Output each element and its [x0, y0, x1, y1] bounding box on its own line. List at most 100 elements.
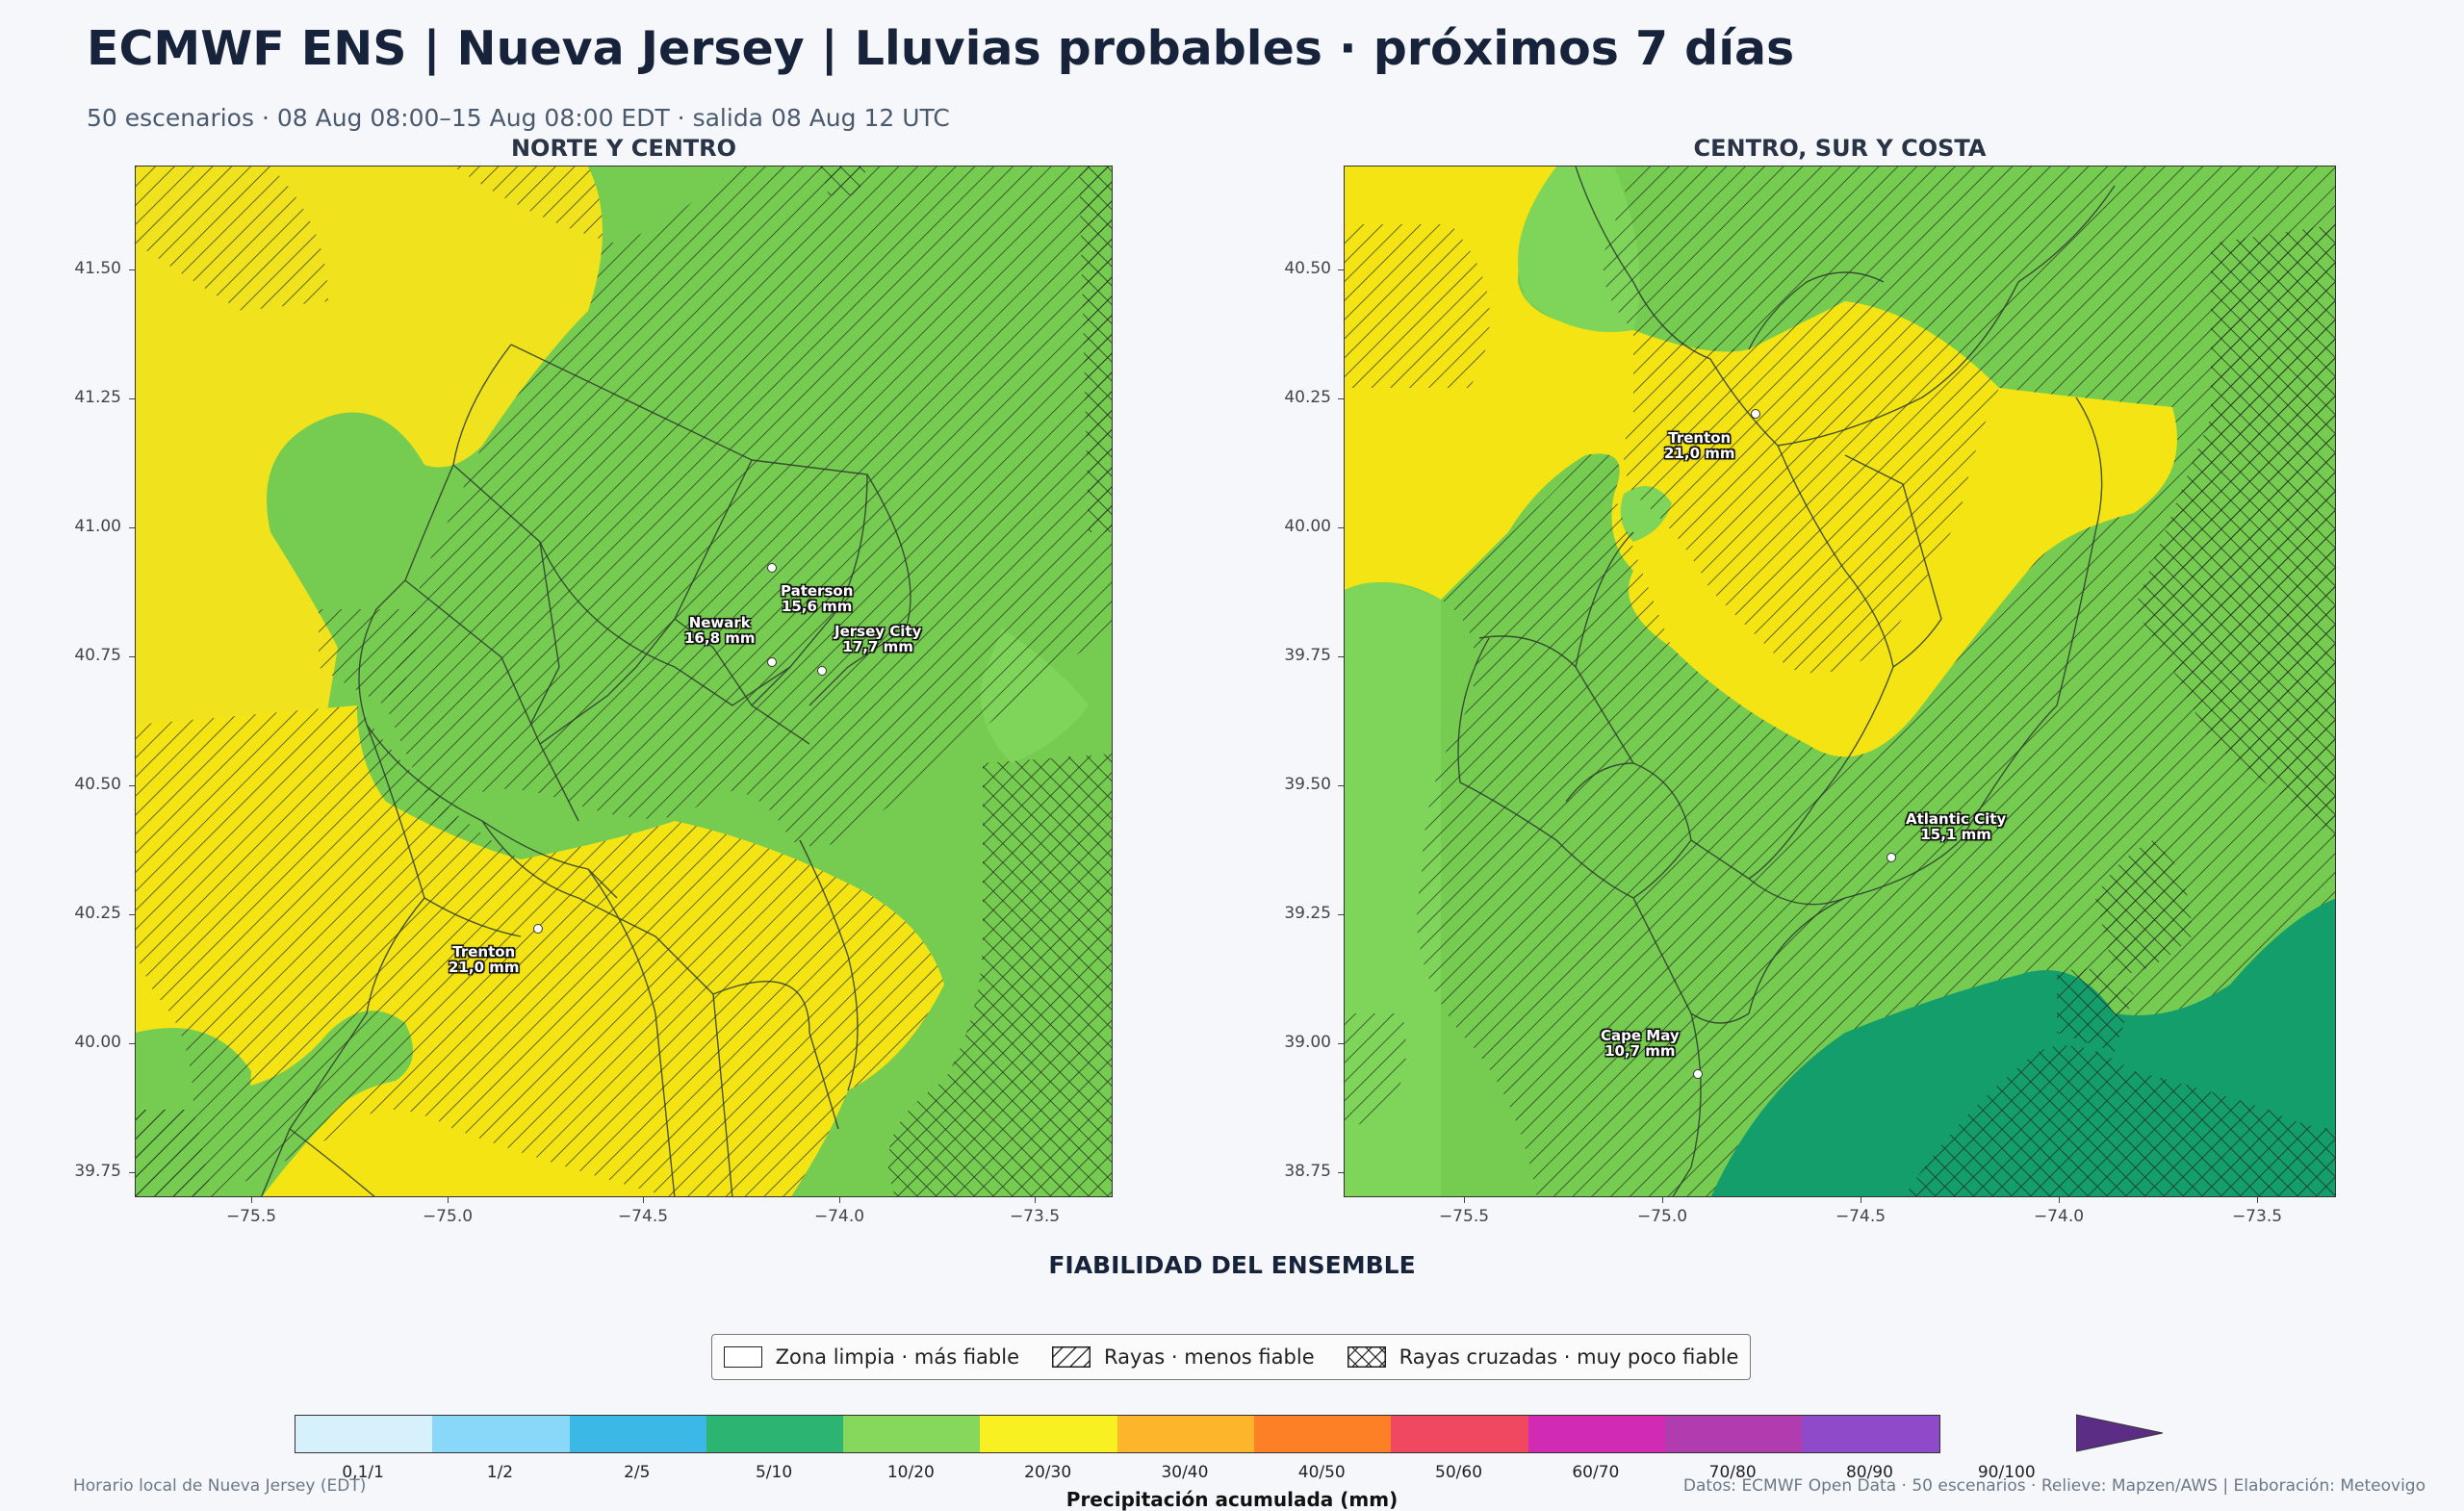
legend-item-cross: Rayas cruzadas · muy poco fiable	[1347, 1345, 1739, 1369]
colorbar-segment	[1802, 1416, 1939, 1452]
xtick: −75.5	[225, 1207, 277, 1226]
reliability-legend: Zona limpia · más fiable Rayas · menos f…	[711, 1334, 1751, 1380]
colorbar-tick-label: 0,1/1	[342, 1463, 384, 1482]
xtick: −75.0	[1636, 1207, 1688, 1226]
panel-title-right: CENTRO, SUR Y COSTA	[1693, 135, 1987, 162]
ytick-mark	[1338, 1043, 1344, 1044]
xtick: −74.5	[617, 1207, 669, 1226]
colorbar-segment	[980, 1416, 1117, 1452]
city-dot-trenton	[1751, 409, 1760, 419]
ytick: 39.75	[1284, 646, 1331, 665]
city-dot-newark	[767, 657, 777, 667]
ytick: 41.25	[74, 388, 121, 407]
footer-right: Datos: ECMWF Open Data · 50 escenarios ·…	[1682, 1476, 2426, 1496]
panel-title-left: NORTE Y CENTRO	[510, 135, 737, 162]
colorbar-tick-label: 20/30	[1024, 1463, 1072, 1482]
colorbar-extend-arrow	[2076, 1414, 2163, 1452]
xtick: −74.0	[813, 1207, 865, 1226]
colorbar-segment	[843, 1416, 981, 1452]
ytick-mark	[129, 914, 135, 915]
xtick-mark	[2257, 1197, 2258, 1203]
ytick: 39.50	[1284, 775, 1331, 794]
ytick: 40.00	[74, 1033, 121, 1052]
page-title: ECMWF ENS | Nueva Jersey | Lluvias proba…	[87, 21, 1795, 76]
map-right[interactable]: Trenton 21,0 mm Atlantic City 15,1 mm Cape…	[1344, 166, 2336, 1197]
city-label-jersey-city: Jersey City 17,7 mm	[834, 623, 922, 655]
colorbar-tick-label: 40/50	[1297, 1463, 1346, 1482]
xtick-mark	[1662, 1197, 1663, 1203]
ytick: 41.00	[74, 517, 121, 536]
colorbar-tick-label: 10/20	[886, 1463, 935, 1482]
map-left[interactable]: Paterson 15,6 mm Newark 16,8 mm Jersey Cit…	[135, 166, 1113, 1197]
colorbar-tick-label: 90/100	[1977, 1463, 2036, 1482]
ytick-mark	[1338, 527, 1344, 528]
xtick: −74.5	[1835, 1207, 1886, 1226]
ytick-mark	[129, 1043, 135, 1044]
colorbar-tick-label: 60/70	[1572, 1463, 1620, 1482]
colorbar-tick-label: 5/10	[755, 1463, 793, 1482]
page-subtitle: 50 escenarios · 08 Aug 08:00–15 Aug 08:0…	[87, 104, 950, 132]
city-label-paterson: Paterson 15,6 mm	[781, 582, 854, 615]
legend-item-clean: Zona limpia · más fiable	[723, 1345, 1020, 1369]
colorbar-tick-label: 30/40	[1161, 1463, 1209, 1482]
city-label-atlantic-city: Atlantic City 15,1 mm	[1906, 810, 2007, 843]
colorbar-segment	[1116, 1416, 1255, 1452]
colorbar-tick-label: 50/60	[1435, 1463, 1483, 1482]
ytick-mark	[1338, 914, 1344, 915]
colorbar-tick-label: 2/5	[624, 1463, 651, 1482]
colorbar-tick-label: 80/90	[1845, 1463, 1893, 1482]
xtick: −75.5	[1438, 1207, 1490, 1226]
ytick: 38.75	[1284, 1162, 1331, 1181]
colorbar-tick-label: 70/80	[1708, 1463, 1757, 1482]
xtick-mark	[1035, 1197, 1036, 1203]
colorbar-segment	[1664, 1416, 1803, 1452]
ytick: 40.50	[1284, 259, 1331, 278]
ytick: 40.75	[74, 646, 121, 665]
ytick: 39.75	[74, 1162, 121, 1181]
xtick: −73.5	[1009, 1207, 1061, 1226]
colorbar-segment	[295, 1416, 433, 1452]
xtick: −73.5	[2231, 1207, 2283, 1226]
city-dot-paterson	[767, 563, 777, 573]
precip-colorbar	[295, 1415, 1940, 1453]
ytick-mark	[1338, 398, 1344, 399]
city-dot-jersey-city	[817, 666, 827, 676]
city-dot-trenton	[533, 924, 543, 934]
ytick-mark	[129, 398, 135, 399]
ytick: 40.50	[74, 775, 121, 794]
xtick-mark	[839, 1197, 840, 1203]
crosshatch-swatch-icon	[1347, 1346, 1386, 1368]
city-label-cape-may: Cape May 10,7 mm	[1601, 1027, 1680, 1060]
hatch-swatch-icon	[1052, 1346, 1091, 1368]
city-label-trenton: Trenton 21,0 mm	[449, 943, 520, 976]
legend-label-cross: Rayas cruzadas · muy poco fiable	[1399, 1345, 1739, 1369]
ytick-mark	[1338, 269, 1344, 270]
ytick: 39.00	[1284, 1033, 1331, 1052]
ytick-mark	[1338, 785, 1344, 786]
footer-left: Horario local de Nueva Jersey (EDT)	[73, 1476, 367, 1496]
colorbar-tick-label: 1/2	[486, 1463, 514, 1482]
clean-swatch-icon	[723, 1346, 762, 1368]
city-label-newark: Newark 16,8 mm	[684, 614, 756, 647]
xtick: −75.0	[422, 1207, 474, 1226]
xtick-mark	[1464, 1197, 1465, 1203]
colorbar-segment	[1254, 1416, 1392, 1452]
city-dot-cape-may	[1693, 1069, 1703, 1079]
ytick-mark	[129, 269, 135, 270]
legend-label-hatch: Rayas · menos fiable	[1104, 1345, 1315, 1369]
ytick-mark	[129, 1172, 135, 1173]
ytick: 40.25	[74, 904, 121, 923]
legend-item-hatch: Rayas · menos fiable	[1052, 1345, 1315, 1369]
colorbar-segment	[706, 1416, 844, 1452]
city-dot-atlantic-city	[1886, 853, 1896, 862]
ytick: 40.25	[1284, 388, 1331, 407]
xtick: −74.0	[2033, 1207, 2085, 1226]
legend-label-clean: Zona limpia · más fiable	[775, 1345, 1020, 1369]
city-label-trenton: Trenton 21,0 mm	[1664, 429, 1735, 462]
ytick-mark	[129, 527, 135, 528]
ytick: 40.00	[1284, 517, 1331, 536]
xtick-mark	[2059, 1197, 2060, 1203]
ytick-mark	[129, 785, 135, 786]
ytick: 41.50	[74, 259, 121, 278]
ytick-mark	[1338, 656, 1344, 657]
